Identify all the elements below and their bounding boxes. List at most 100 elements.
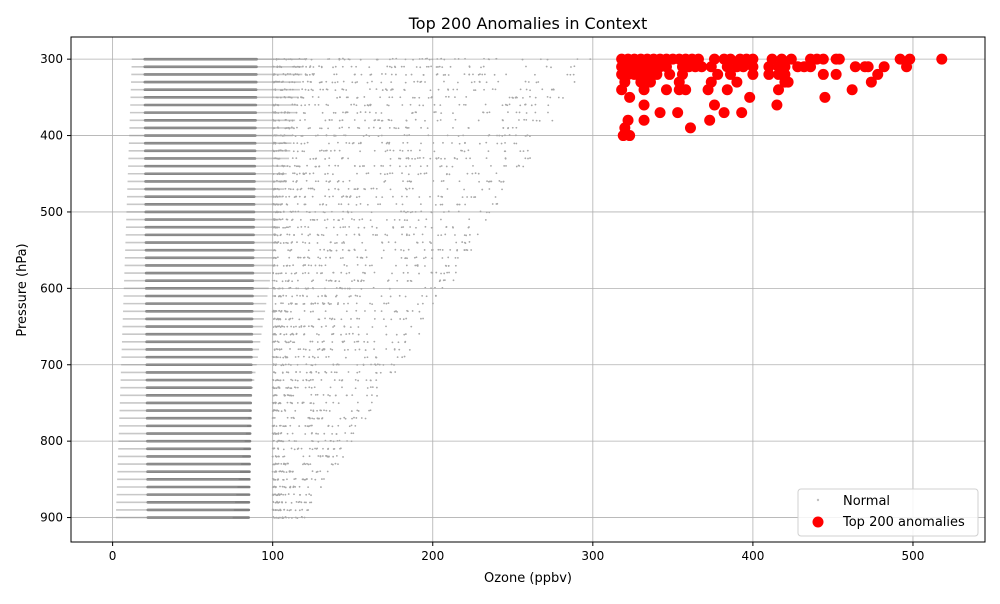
normal-point	[321, 111, 324, 114]
normal-point	[282, 379, 285, 382]
normal-point	[473, 81, 476, 83]
normal-point	[386, 149, 389, 152]
normal-point	[451, 226, 454, 228]
normal-point	[493, 73, 496, 76]
normal-point	[390, 318, 393, 321]
normal-point	[292, 486, 295, 489]
anomaly-point	[771, 99, 783, 111]
anomaly-point	[830, 68, 842, 80]
normal-point	[339, 257, 342, 260]
normal-point	[359, 295, 361, 298]
y-tick-label: 500	[40, 205, 63, 219]
normal-point	[402, 226, 405, 228]
normal-point	[309, 187, 312, 190]
normal-point	[280, 111, 283, 114]
normal-point	[515, 165, 518, 168]
normal-point	[414, 211, 417, 213]
normal-point	[288, 394, 291, 397]
normal-point	[302, 379, 305, 382]
normal-point	[275, 387, 278, 390]
normal-point	[359, 203, 362, 205]
normal-point	[309, 501, 311, 504]
anomaly-point	[624, 130, 636, 142]
normal-point	[496, 202, 499, 205]
normal-point	[461, 196, 464, 199]
normal-point	[419, 172, 422, 175]
normal-point	[289, 225, 291, 228]
normal-point	[274, 302, 277, 305]
normal-point	[373, 318, 376, 320]
anomaly-point	[779, 61, 791, 73]
normal-point	[297, 73, 300, 76]
normal-point	[334, 462, 337, 465]
normal-point	[299, 119, 302, 122]
normal-point	[485, 157, 488, 160]
normal-point	[296, 379, 299, 382]
normal-point	[488, 188, 491, 190]
normal-point	[391, 272, 393, 275]
normal-point	[342, 456, 344, 458]
normal-point	[287, 371, 290, 374]
normal-point	[391, 57, 394, 60]
normal-point	[386, 104, 389, 106]
normal-point	[385, 142, 388, 145]
normal-point	[301, 134, 304, 137]
normal-point	[271, 88, 274, 91]
normal-point	[343, 264, 346, 266]
normal-point	[320, 325, 323, 328]
normal-point	[518, 111, 521, 114]
normal-point	[546, 96, 549, 98]
normal-point	[290, 387, 293, 390]
normal-point	[395, 127, 397, 130]
normal-point	[293, 127, 295, 130]
normal-point	[342, 57, 344, 60]
normal-point	[276, 173, 279, 176]
normal-point	[320, 127, 323, 130]
normal-point	[280, 203, 283, 206]
normal-point	[424, 225, 427, 228]
normal-point	[404, 340, 407, 343]
normal-point	[355, 196, 358, 199]
normal-point	[329, 249, 332, 252]
normal-point	[291, 119, 294, 122]
normal-point	[309, 310, 312, 313]
normal-point	[298, 500, 301, 503]
normal-point	[332, 226, 335, 229]
normal-point	[302, 241, 304, 244]
normal-point	[277, 80, 279, 83]
normal-point	[371, 80, 373, 83]
normal-point	[298, 425, 301, 427]
normal-point	[425, 218, 428, 221]
normal-point	[416, 157, 419, 160]
normal-point	[292, 264, 295, 267]
normal-point	[368, 127, 370, 129]
normal-point	[408, 134, 411, 136]
normal-point	[325, 103, 328, 106]
normal-point	[279, 516, 282, 519]
normal-point	[387, 118, 390, 121]
normal-point	[271, 417, 274, 420]
normal-point	[276, 126, 279, 129]
normal-point	[321, 478, 323, 480]
normal-point	[392, 149, 395, 152]
normal-point	[288, 256, 291, 259]
normal-point	[312, 287, 315, 290]
normal-point	[363, 271, 366, 274]
normal-point	[294, 303, 297, 305]
normal-point	[276, 187, 279, 190]
normal-point	[278, 226, 280, 229]
normal-point	[529, 157, 531, 159]
normal-point	[329, 394, 331, 397]
normal-point	[337, 424, 340, 427]
normal-point	[502, 180, 505, 183]
normal-point	[310, 393, 313, 396]
normal-point	[495, 172, 498, 175]
normal-point	[278, 295, 280, 298]
normal-point	[317, 318, 320, 321]
normal-point	[295, 111, 298, 114]
normal-point	[332, 333, 334, 336]
normal-point	[368, 409, 370, 412]
normal-point	[297, 287, 300, 290]
normal-point	[364, 111, 367, 114]
normal-point	[276, 179, 278, 182]
